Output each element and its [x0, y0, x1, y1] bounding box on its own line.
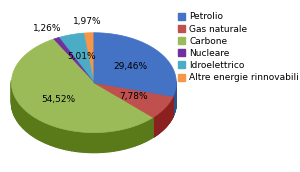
- Polygon shape: [103, 132, 106, 152]
- Polygon shape: [13, 92, 14, 114]
- Polygon shape: [30, 114, 32, 135]
- Polygon shape: [61, 128, 64, 149]
- Legend: Petrolio, Gas naturale, Carbone, Nucleare, Idroelettrico, Altre energie rinnovab: Petrolio, Gas naturale, Carbone, Nuclear…: [176, 11, 300, 84]
- Polygon shape: [135, 125, 138, 146]
- Polygon shape: [94, 83, 173, 116]
- Text: 5,01%: 5,01%: [67, 52, 96, 61]
- Text: 54,52%: 54,52%: [41, 95, 75, 104]
- Polygon shape: [142, 122, 145, 143]
- Polygon shape: [64, 129, 66, 150]
- Polygon shape: [32, 115, 33, 137]
- Polygon shape: [38, 119, 40, 140]
- Polygon shape: [100, 132, 103, 152]
- Polygon shape: [23, 108, 25, 130]
- Polygon shape: [125, 128, 128, 149]
- Polygon shape: [69, 130, 72, 151]
- Polygon shape: [114, 131, 117, 151]
- Text: 1,97%: 1,97%: [73, 17, 102, 26]
- Polygon shape: [51, 125, 53, 146]
- Polygon shape: [40, 120, 42, 141]
- Polygon shape: [42, 121, 44, 142]
- Polygon shape: [138, 124, 140, 145]
- Polygon shape: [145, 121, 147, 142]
- Polygon shape: [53, 126, 56, 147]
- Polygon shape: [20, 105, 22, 127]
- Polygon shape: [44, 122, 46, 143]
- Polygon shape: [35, 118, 38, 139]
- Polygon shape: [83, 132, 86, 152]
- Text: 1,26%: 1,26%: [33, 24, 62, 33]
- Polygon shape: [89, 132, 92, 153]
- Polygon shape: [28, 113, 30, 134]
- Polygon shape: [94, 33, 176, 96]
- Polygon shape: [117, 130, 120, 151]
- Polygon shape: [80, 132, 83, 152]
- Polygon shape: [17, 100, 18, 122]
- Polygon shape: [111, 131, 114, 151]
- Polygon shape: [173, 95, 174, 116]
- Polygon shape: [149, 119, 151, 140]
- Polygon shape: [94, 83, 153, 137]
- Polygon shape: [33, 117, 35, 138]
- Polygon shape: [174, 93, 175, 114]
- Polygon shape: [18, 102, 19, 124]
- Polygon shape: [94, 83, 153, 137]
- Polygon shape: [97, 132, 100, 153]
- Polygon shape: [84, 33, 94, 83]
- Polygon shape: [53, 37, 94, 83]
- Polygon shape: [92, 133, 94, 153]
- Polygon shape: [16, 99, 17, 121]
- Polygon shape: [49, 124, 51, 145]
- Polygon shape: [11, 39, 153, 133]
- Text: 29,46%: 29,46%: [113, 62, 147, 71]
- Polygon shape: [59, 33, 94, 83]
- Polygon shape: [12, 89, 13, 110]
- Polygon shape: [22, 107, 23, 128]
- Polygon shape: [109, 131, 111, 152]
- Polygon shape: [120, 130, 122, 150]
- Polygon shape: [77, 132, 80, 152]
- Polygon shape: [58, 128, 61, 148]
- Polygon shape: [86, 132, 89, 152]
- Polygon shape: [66, 130, 69, 150]
- Polygon shape: [128, 127, 130, 148]
- Polygon shape: [19, 104, 20, 125]
- Polygon shape: [75, 131, 77, 152]
- Polygon shape: [94, 83, 173, 116]
- Text: 7,78%: 7,78%: [119, 92, 147, 101]
- Polygon shape: [26, 111, 28, 133]
- Polygon shape: [25, 110, 26, 131]
- Polygon shape: [106, 132, 109, 152]
- Polygon shape: [133, 126, 135, 147]
- Polygon shape: [122, 129, 125, 149]
- Polygon shape: [94, 133, 97, 153]
- Polygon shape: [46, 123, 49, 144]
- Polygon shape: [72, 131, 75, 151]
- Polygon shape: [147, 120, 149, 141]
- Polygon shape: [94, 83, 173, 117]
- Polygon shape: [15, 97, 16, 119]
- Polygon shape: [140, 123, 142, 144]
- Polygon shape: [151, 117, 153, 139]
- Polygon shape: [14, 96, 15, 117]
- Polygon shape: [130, 127, 133, 147]
- Polygon shape: [56, 127, 58, 148]
